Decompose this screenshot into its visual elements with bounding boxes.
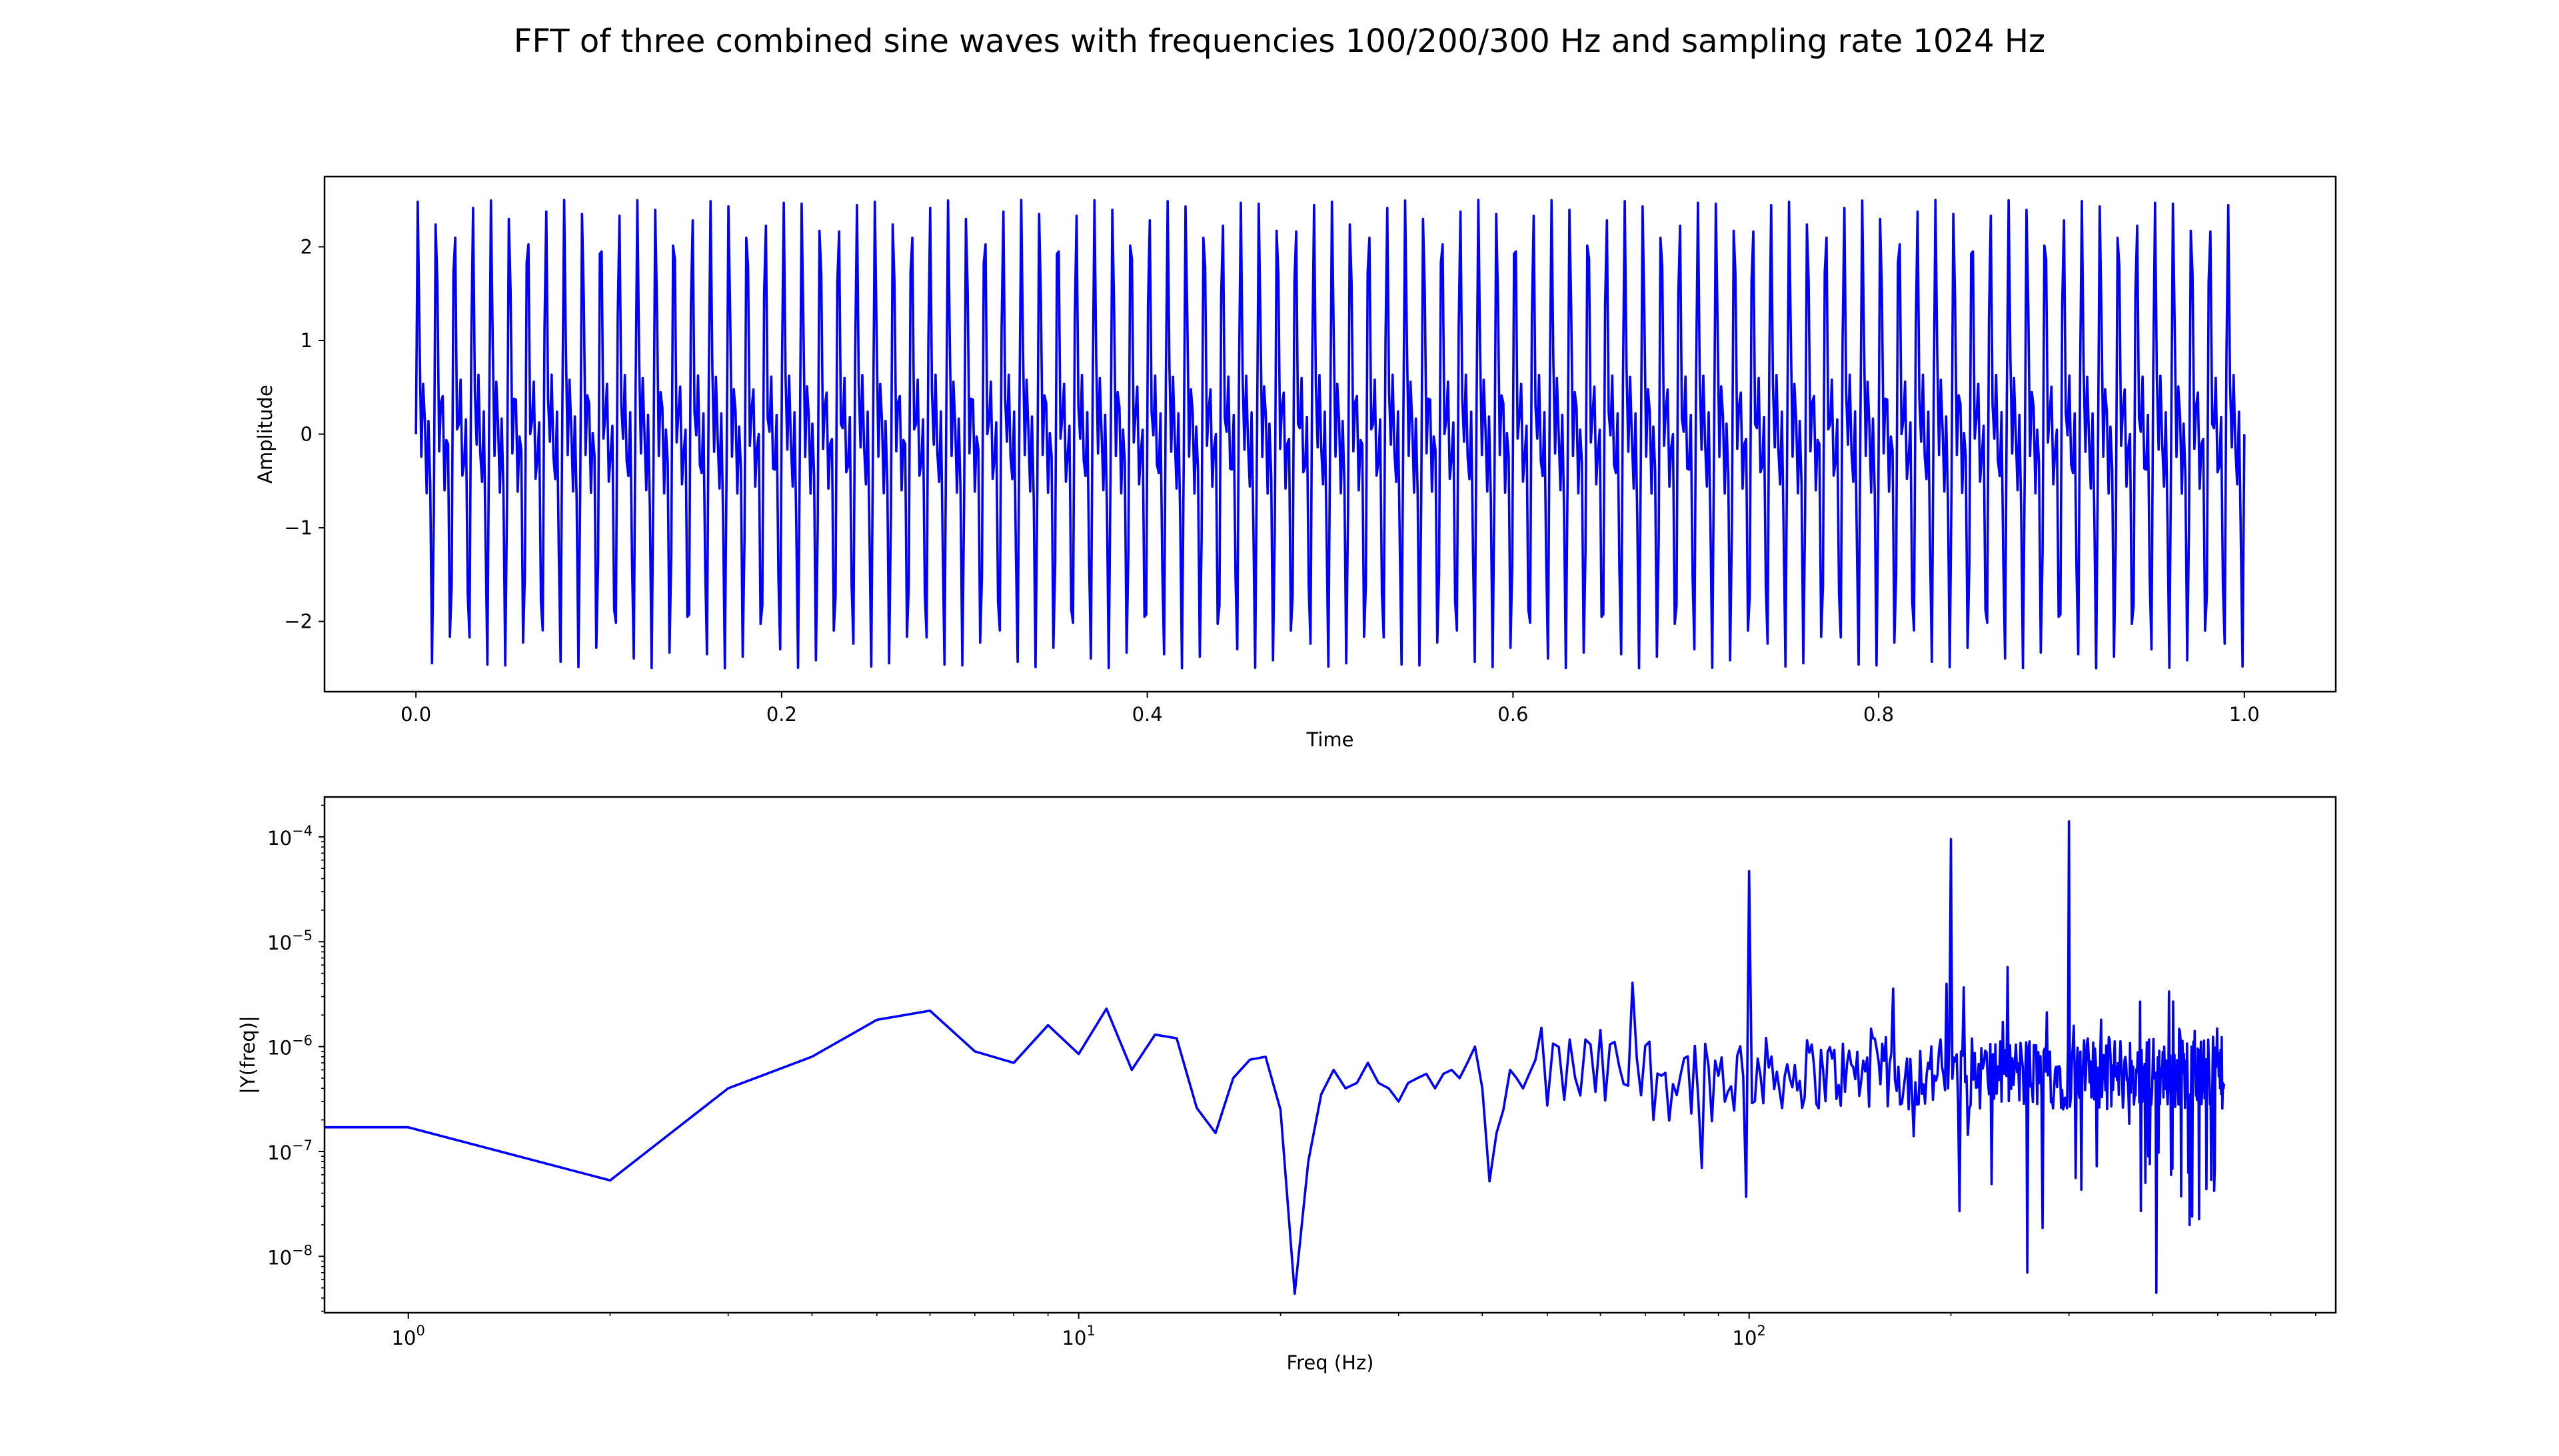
x-tick-label-base: 10 — [392, 1327, 417, 1349]
x-tick-label: 0.8 — [1863, 703, 1894, 726]
x-tick-label: 0.0 — [401, 703, 431, 726]
spectrum-series-line — [325, 820, 2226, 1295]
y-tick-label-base: 10 — [267, 1246, 292, 1269]
y-tick-label: −1 — [284, 516, 313, 539]
time-domain-plot: 0.0 0.2 0.4 0.6 0.8 1.0 2 1 0 −1 −2 Time Amplitude — [254, 175, 2337, 751]
x-tick-label: 102 — [1733, 1323, 1766, 1349]
y-tick-label: 10−5 — [267, 928, 313, 954]
y-tick-label-exponent: −6 — [292, 1033, 313, 1049]
x-tick-label: 100 — [392, 1323, 425, 1349]
axes-frame-1 — [323, 796, 2337, 1314]
y-tick-label-exponent: −8 — [292, 1242, 313, 1258]
y-tick-label: 10−6 — [267, 1033, 313, 1060]
x-tick-label-exponent: 0 — [416, 1323, 425, 1339]
y-tick-label-base: 10 — [267, 1141, 292, 1164]
y-tick-label: 0 — [301, 423, 313, 446]
x-tick-label-exponent: 1 — [1086, 1323, 1095, 1339]
y-tick-label-exponent: −7 — [292, 1137, 313, 1153]
y-tick-label-base: 10 — [267, 827, 292, 850]
x-tick-label: 0.4 — [1132, 703, 1163, 726]
y-tick-label-base: 10 — [267, 932, 292, 954]
y-tick-label-base: 10 — [267, 1037, 292, 1060]
y-tick-label: −2 — [284, 610, 313, 633]
y-axis-label: Amplitude — [254, 384, 277, 484]
x-tick-label: 101 — [1062, 1323, 1096, 1349]
x-tick-label-exponent: 2 — [1757, 1323, 1765, 1339]
x-tick-label: 1.0 — [2229, 703, 2260, 726]
x-tick-label: 0.6 — [1497, 703, 1528, 726]
x-axis-label: Time — [1306, 728, 1354, 751]
y-tick-label-exponent: −4 — [292, 823, 313, 839]
y-tick-label: 10−4 — [267, 823, 313, 850]
y-tick-label: 10−7 — [267, 1137, 313, 1164]
y-tick-label: 2 — [301, 235, 313, 258]
x-tick-label-base: 10 — [1062, 1327, 1087, 1349]
y-tick-label-exponent: −5 — [292, 928, 313, 944]
x-axis-label: Freq (Hz) — [1287, 1351, 1374, 1374]
y-axis-label: |Y(freq)| — [237, 1016, 259, 1094]
figure-title: FFT of three combined sine waves with fr… — [514, 23, 2045, 60]
y-tick-label: 10−8 — [267, 1242, 313, 1269]
x-tick-label: 0.2 — [766, 703, 797, 726]
y-tick-label: 1 — [301, 329, 313, 352]
x-tick-label-base: 10 — [1733, 1327, 1757, 1349]
signal-series-line — [415, 199, 2246, 670]
